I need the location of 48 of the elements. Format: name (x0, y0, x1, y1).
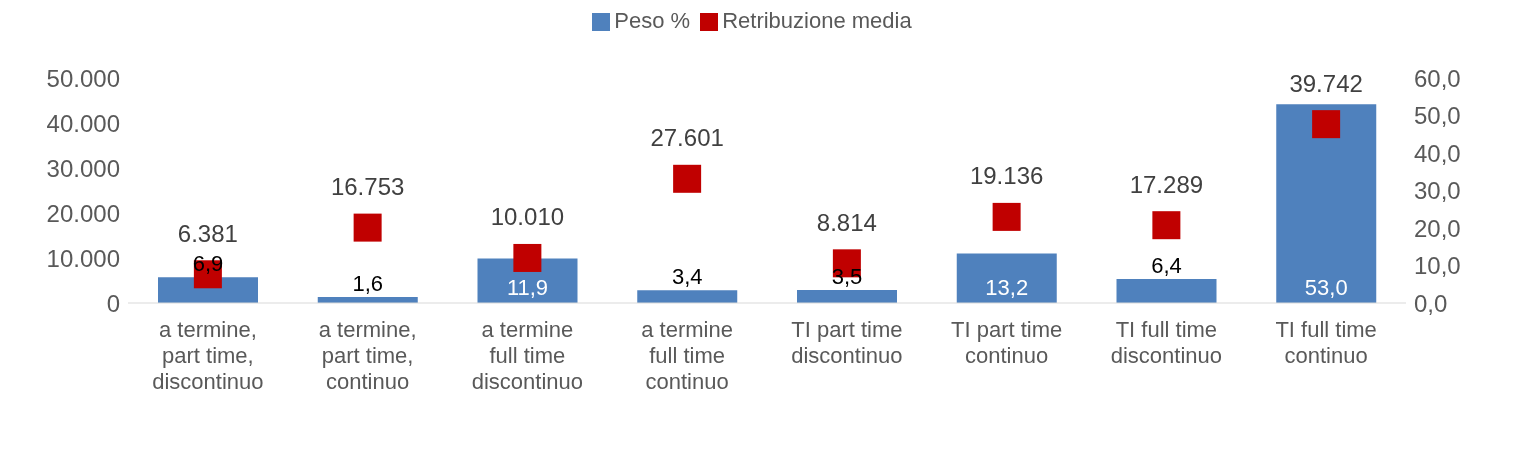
data-label: 6,4 (1151, 253, 1182, 278)
y2-tick-label: 50,0 (1414, 102, 1461, 130)
y2-tick-label: 60,0 (1414, 64, 1461, 92)
bar (797, 289, 897, 303)
y2-tick-label: 10,0 (1414, 252, 1461, 280)
legend-label: Retribuzione media (722, 8, 912, 33)
data-label: 27.601 (650, 124, 724, 152)
y-tick-label: 50.000 (46, 64, 120, 92)
bar (956, 253, 1057, 303)
y-tick-label: 40.000 (46, 109, 120, 137)
data-label: 17.289 (1129, 170, 1204, 198)
point (513, 243, 542, 272)
data-label: 19.136 (969, 162, 1044, 190)
data-label: 16.753 (330, 173, 405, 201)
data-label: 11,9 (506, 275, 549, 300)
bar (637, 290, 738, 303)
y-tick-label: 0 (106, 289, 120, 317)
x-tick-label: TI part time discontinuo (791, 317, 903, 368)
data-label: 3,4 (671, 264, 703, 290)
data-label: 13,2 (985, 275, 1029, 300)
data-label: 53,0 (1304, 275, 1348, 300)
y-tick-label: 10.000 (46, 244, 120, 272)
x-tick-label: a termine full time discontinuo (471, 317, 584, 394)
legend-label: Peso % (614, 8, 691, 33)
data-label: 39.742 (1289, 69, 1363, 97)
data-label: 8.814 (816, 208, 877, 236)
data-label: 1,6 (352, 271, 384, 296)
y2-tick-label: 0,0 (1414, 289, 1448, 317)
x-tick-label: a termine, part time, continuo (318, 317, 417, 394)
x-tick-label: TI part time continuo (951, 317, 1063, 368)
y-tick-label: 20.000 (46, 199, 120, 227)
x-tick-label: TI full time discontinuo (1110, 317, 1223, 368)
bar (1276, 104, 1377, 303)
data-label: 10.010 (490, 203, 565, 231)
bar (1116, 279, 1217, 303)
point (353, 213, 382, 242)
y2-tick-label: 40,0 (1414, 139, 1461, 167)
y2-tick-label: 30,0 (1414, 177, 1461, 205)
x-tick-label: a termine, part time, discontinuo (152, 317, 264, 394)
point (673, 164, 702, 193)
y-tick-label: 30.000 (46, 154, 120, 182)
point (1312, 110, 1341, 139)
x-tick-label: a termine full time continuo (641, 317, 733, 394)
point (1152, 211, 1181, 240)
point (992, 202, 1021, 231)
data-label: 6.381 (177, 219, 238, 247)
y2-tick-label: 20,0 (1414, 214, 1461, 242)
x-tick-label: TI full time continuo (1275, 317, 1377, 368)
